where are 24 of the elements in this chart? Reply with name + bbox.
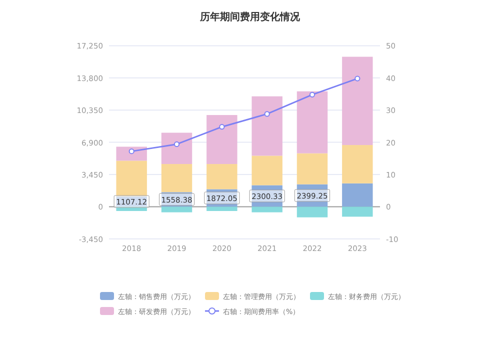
- bar: [206, 206, 238, 211]
- bar: [252, 206, 282, 212]
- bar: [296, 206, 328, 218]
- bar: [342, 183, 373, 207]
- bar: [206, 115, 238, 164]
- bar: [206, 164, 238, 190]
- bar: [342, 206, 373, 217]
- point: [309, 92, 316, 98]
- bar: [161, 132, 192, 164]
- bar: [252, 156, 282, 186]
- bar: [342, 56, 373, 146]
- bar: [116, 146, 147, 161]
- bar: [296, 91, 328, 154]
- point: [354, 76, 360, 82]
- bar: [161, 206, 192, 212]
- point: [174, 141, 180, 148]
- bar: [342, 145, 373, 184]
- chart-title: 历年期间费用变化情况: [199, 11, 301, 23]
- bar: [252, 96, 282, 156]
- point: [219, 124, 225, 130]
- bar: [296, 153, 328, 184]
- point: [128, 148, 134, 154]
- point: [264, 111, 270, 117]
- bar: [161, 164, 192, 192]
